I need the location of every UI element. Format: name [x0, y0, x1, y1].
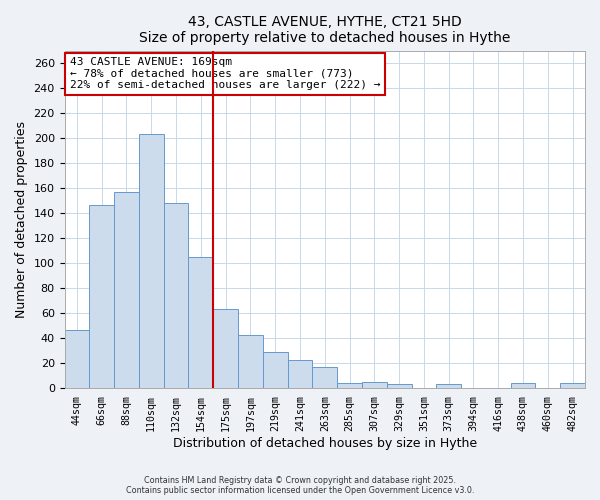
Bar: [263, 352, 287, 388]
Text: Contains HM Land Registry data © Crown copyright and database right 2025.
Contai: Contains HM Land Registry data © Crown c…: [126, 476, 474, 495]
Bar: [164, 203, 188, 388]
Bar: [114, 192, 139, 388]
Bar: [337, 383, 362, 388]
Bar: [313, 366, 337, 388]
Bar: [188, 256, 213, 388]
Bar: [287, 360, 313, 388]
Text: 43 CASTLE AVENUE: 169sqm
← 78% of detached houses are smaller (773)
22% of semi-: 43 CASTLE AVENUE: 169sqm ← 78% of detach…: [70, 58, 380, 90]
Y-axis label: Number of detached properties: Number of detached properties: [15, 120, 28, 318]
Bar: [65, 330, 89, 388]
Bar: [560, 383, 585, 388]
Title: 43, CASTLE AVENUE, HYTHE, CT21 5HD
Size of property relative to detached houses : 43, CASTLE AVENUE, HYTHE, CT21 5HD Size …: [139, 15, 511, 45]
Bar: [139, 134, 164, 388]
Bar: [387, 384, 412, 388]
X-axis label: Distribution of detached houses by size in Hythe: Distribution of detached houses by size …: [173, 437, 477, 450]
Bar: [213, 309, 238, 388]
Bar: [362, 382, 387, 388]
Bar: [238, 336, 263, 388]
Bar: [436, 384, 461, 388]
Bar: [511, 383, 535, 388]
Bar: [89, 206, 114, 388]
